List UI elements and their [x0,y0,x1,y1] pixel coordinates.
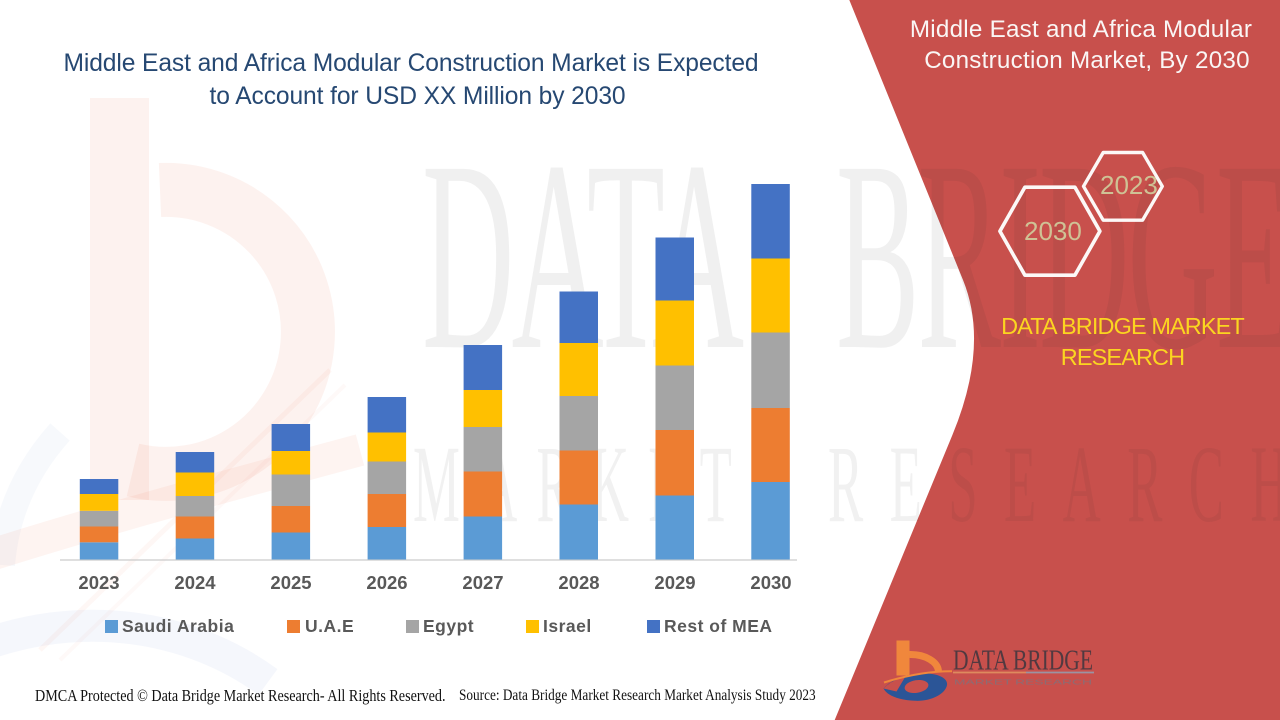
svg-text:RESEARCH: RESEARCH [828,423,1280,545]
svg-text:MARKET RESEARCH: MARKET RESEARCH [954,678,1092,687]
svg-text:BRIDGE: BRIDGE [836,104,1280,406]
svg-text:DATA BRIDGE: DATA BRIDGE [953,645,1093,677]
